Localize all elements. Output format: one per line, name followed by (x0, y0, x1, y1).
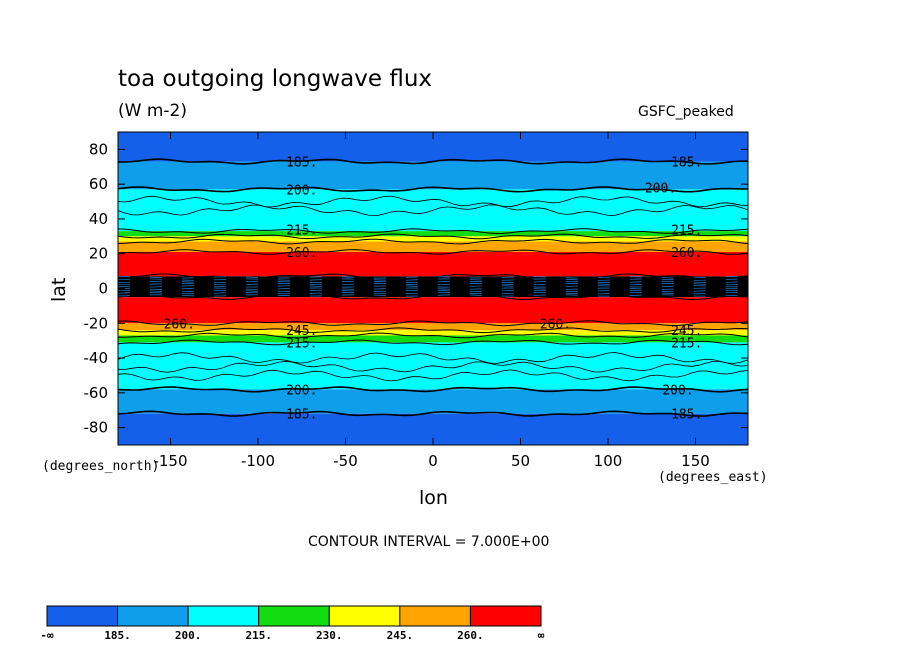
colorbar-swatch (469, 605, 542, 627)
colorbar-level-label: 185. (104, 629, 131, 642)
colorbar-level-label: 245. (387, 629, 414, 642)
colorbar-level-label: 215. (245, 629, 272, 642)
contour-line-10 (118, 332, 748, 339)
contour-line-0 (118, 158, 748, 165)
thin-contour-4 (118, 369, 748, 382)
equatorial-striation-0 (118, 294, 748, 297)
contour-label: 200. (645, 182, 676, 197)
band-11 (118, 335, 748, 343)
equatorial-striation-3 (118, 287, 748, 290)
contour-line-9 (118, 327, 748, 334)
y-tick-label: -40 (84, 349, 109, 367)
colorbar-level-label: 200. (175, 629, 202, 642)
contour-line-7 (118, 294, 748, 301)
contour-label: 185. (286, 156, 317, 171)
contour-label: 245. (286, 324, 317, 339)
contour-label: 185. (671, 408, 702, 423)
contour-label: 215. (671, 223, 702, 238)
thin-contour-0 (118, 204, 748, 217)
equatorial-striation-1 (118, 292, 748, 295)
y-tick-label: 20 (89, 245, 108, 263)
contour-label: 185. (671, 156, 702, 171)
band-13 (118, 389, 748, 414)
y-tick-label: 80 (89, 140, 108, 158)
x-tick-label: 50 (511, 452, 530, 470)
contour-line-4 (118, 238, 748, 245)
contour-label: 200. (286, 383, 317, 398)
band-1 (118, 161, 748, 190)
band-5 (118, 241, 748, 252)
chart-units: (W m-2) (118, 101, 187, 121)
contour-label: 185. (286, 408, 317, 423)
equatorial-striation-7 (118, 278, 748, 281)
contour-line-2 (118, 228, 748, 235)
equatorial-striation-2 (118, 289, 748, 292)
equatorial-striation-4 (118, 285, 748, 288)
y-tick-label: 40 (89, 210, 108, 228)
contour-label: 245. (671, 324, 702, 339)
contour-line-8 (118, 320, 748, 327)
contour-label: 215. (286, 223, 317, 238)
contour-interval-label: CONTOUR INTERVAL = 7.000E+00 (308, 534, 550, 550)
y-axis-title: lat (48, 277, 70, 302)
x-tick-label: 0 (428, 452, 438, 470)
contour-label: 200. (286, 183, 317, 198)
colorbar-level-label: 260. (457, 629, 484, 642)
band-7 (118, 276, 748, 298)
contour-line-5 (118, 249, 748, 255)
contour-label: 260. (286, 246, 317, 261)
band-8 (118, 297, 748, 324)
contour-line-3 (118, 233, 748, 240)
plot-area: 185. 185. 200. 200. 215. 215. 260. 260. 260. 260.… (118, 132, 748, 445)
x-tick-label: 150 (681, 452, 710, 470)
contour-line-12 (118, 386, 748, 393)
contour-label: 260. (164, 317, 195, 332)
contour-label: 200. (662, 383, 693, 398)
y-tick-label: -60 (84, 384, 109, 402)
equatorial-striation-8 (118, 276, 748, 279)
equatorial-striation-5 (118, 283, 748, 286)
band-4 (118, 236, 748, 242)
thin-contour-1 (118, 195, 748, 208)
x-axis-title: lon (419, 487, 448, 509)
contour-line-13 (118, 410, 748, 417)
contour-label: 260. (540, 317, 571, 332)
contour-line-1 (118, 186, 748, 193)
thin-contour-3 (118, 352, 748, 364)
contour-label: 260. (671, 246, 702, 261)
contour-line-11 (118, 339, 748, 346)
x-tick-label: 100 (594, 452, 623, 470)
band-9 (118, 323, 748, 331)
y-tick-label: -20 (84, 314, 109, 332)
equatorial-striation-6 (118, 280, 748, 283)
colorbar-level-label: -∞ (40, 629, 54, 642)
contour-label: 215. (286, 336, 317, 351)
colorbar-swatch (187, 605, 260, 627)
model-label: GSFC_peaked (638, 104, 734, 120)
x-tick-label: -100 (241, 452, 275, 470)
colorbar-swatch (399, 605, 471, 627)
x-tick-label: -50 (333, 452, 358, 470)
colorbar-swatch (328, 605, 401, 627)
y-axis-units: (degrees_north) (42, 459, 160, 474)
band-10 (118, 330, 748, 336)
colorbar-swatch (258, 605, 330, 627)
chart-title: toa outgoing longwave flux (118, 66, 433, 92)
colorbar-swatch (46, 605, 119, 627)
contour-label: 215. (671, 336, 702, 351)
band-6 (118, 251, 748, 277)
band-3 (118, 231, 748, 237)
y-tick-label: -80 (84, 419, 109, 437)
x-axis-units: (degrees_east) (658, 470, 768, 485)
thin-contour-2 (118, 360, 748, 373)
colorbar-level-label: ∞ (538, 629, 545, 642)
y-tick-label: 60 (89, 175, 108, 193)
colorbar-swatch (117, 605, 189, 627)
y-tick-label: 0 (98, 280, 108, 298)
x-tick-label: -150 (153, 452, 187, 470)
colorbar-level-label: 230. (316, 629, 343, 642)
